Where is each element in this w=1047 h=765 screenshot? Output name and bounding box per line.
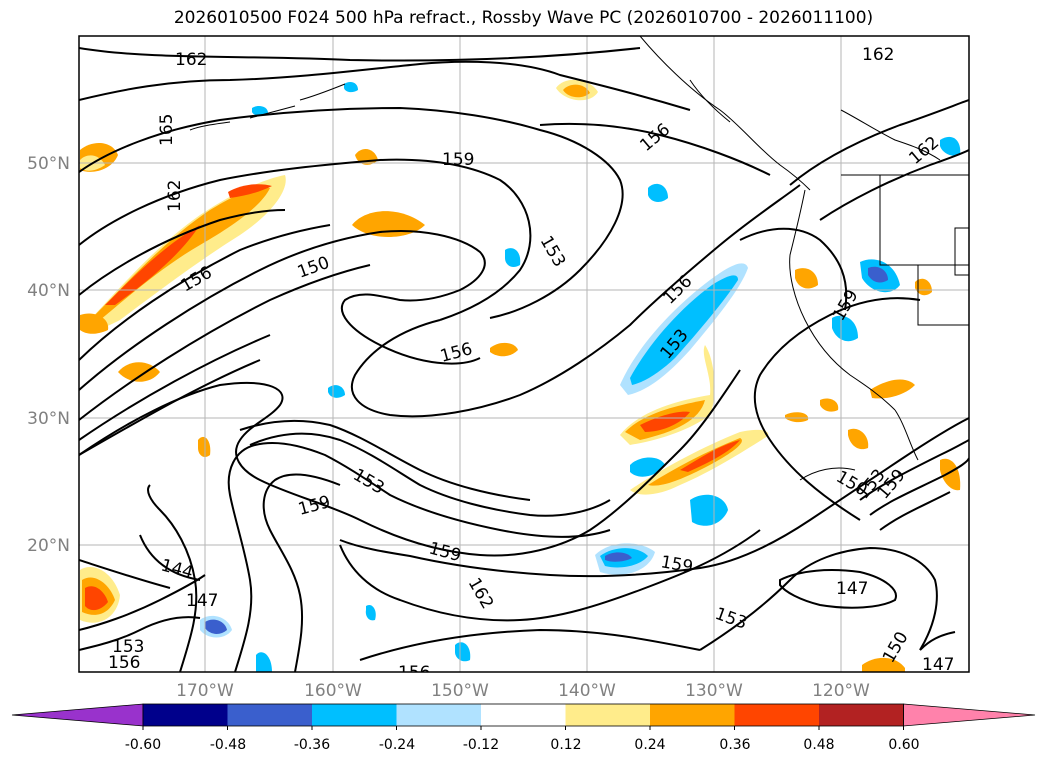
- lon-label: 120°W: [812, 681, 870, 701]
- contour-label: 153: [112, 637, 144, 657]
- colorbar-extend-right: [903, 703, 1036, 727]
- colorbar-extend-left: [11, 703, 144, 727]
- colorbar-segment: [650, 704, 735, 726]
- lon-label: 140°W: [558, 681, 616, 701]
- colorbar-outline: [142, 703, 904, 727]
- lat-label: 40°N: [27, 281, 70, 301]
- colorbar-tick-label: 0.12: [550, 737, 581, 753]
- colorbar-segment: [227, 704, 313, 726]
- colorbar-tick-label: 0.36: [719, 737, 750, 753]
- contour-label: 162: [862, 45, 894, 65]
- contour-label: 159: [442, 150, 474, 170]
- colorbar-segment: [396, 704, 482, 726]
- contour-label: 147: [922, 655, 954, 675]
- contour-label: 147: [186, 591, 218, 611]
- lon-label: 170°W: [176, 681, 234, 701]
- lon-label: 130°W: [685, 681, 743, 701]
- positive-anomaly-shading: [80, 79, 961, 672]
- latitude-labels: 50°N 40°N 30°N 20°N: [27, 154, 70, 556]
- colorbar-tick-label: 0.24: [634, 737, 665, 753]
- coastlines: [189, 36, 969, 481]
- contour-label: 165: [157, 114, 177, 146]
- colorbar-tick-label: -0.12: [463, 737, 499, 753]
- colorbar-segment: [312, 704, 397, 726]
- contour-label: 162: [175, 50, 207, 70]
- map-title: 2026010500 F024 500 hPa refract., Rossby…: [173, 8, 874, 28]
- lat-label: 50°N: [27, 154, 70, 174]
- contour-label: 162: [165, 180, 185, 212]
- colorbar-tick-label: -0.24: [379, 737, 415, 753]
- map-frame: [78, 35, 970, 673]
- longitude-labels: 170°W 160°W 150°W 140°W 130°W 120°W: [176, 681, 870, 701]
- lat-label: 30°N: [27, 409, 70, 429]
- height-contours: [79, 47, 969, 672]
- colorbar-segment: [565, 704, 651, 726]
- colorbar-segment: [819, 704, 904, 726]
- colorbar-tick-label: -0.36: [294, 737, 330, 753]
- lon-label: 150°W: [431, 681, 489, 701]
- graticule: [79, 36, 969, 672]
- colorbar: -0.60 -0.48 -0.36 -0.24 -0.12 0.12 0.24 …: [11, 703, 1036, 753]
- colorbar-segment: [143, 704, 228, 726]
- colorbar-tick-label: 0.48: [803, 737, 834, 753]
- colorbar-segment: [734, 704, 820, 726]
- map-background: [79, 36, 969, 672]
- contour-label: 147: [836, 579, 868, 599]
- colorbar-tick-label: 0.60: [888, 737, 919, 753]
- colorbar-tick-label: -0.48: [210, 737, 246, 753]
- contour-label: 156: [398, 663, 430, 683]
- negative-anomaly-shading: [200, 82, 961, 672]
- contour-label: 156: [108, 653, 140, 673]
- lon-label: 160°W: [304, 681, 362, 701]
- lat-label: 20°N: [27, 536, 70, 556]
- colorbar-segment: [481, 704, 566, 726]
- colorbar-tick-label: -0.60: [125, 737, 161, 753]
- contour-labels: 162 162 165 162 162 159 156 156 150 153 …: [108, 45, 954, 683]
